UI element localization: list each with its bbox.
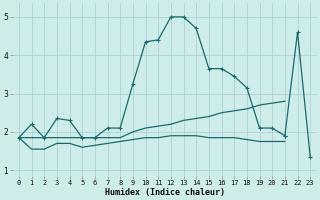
X-axis label: Humidex (Indice chaleur): Humidex (Indice chaleur) (105, 188, 225, 197)
